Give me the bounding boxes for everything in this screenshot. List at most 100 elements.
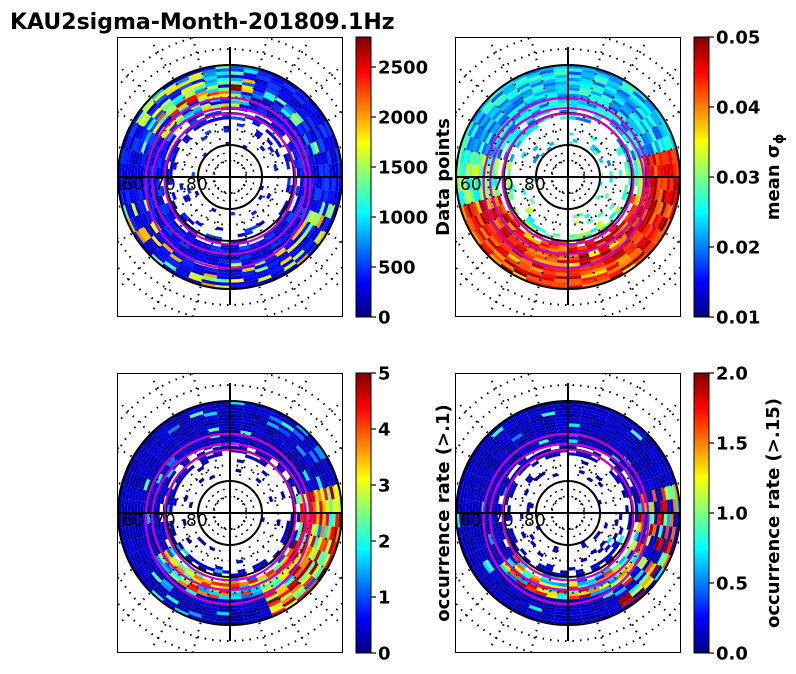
heatmap-cell [173,113,184,123]
heatmap-cell [654,444,665,459]
heatmap-cell [651,446,663,461]
mlt-line-dotted [245,145,343,174]
heatmap-cell [633,233,645,245]
heatmap-cell [580,78,594,85]
heatmap-cell [288,115,299,127]
heatmap-cell [240,94,252,100]
heatmap-cell [511,96,524,106]
heatmap-cell [157,431,170,443]
heatmap-cell [259,145,266,152]
heatmap-cell [469,189,476,203]
heatmap-cell [473,446,485,461]
heatmap-cell [507,161,513,170]
heatmap-cell [644,452,654,465]
heatmap-cell [530,417,544,425]
heatmap-cell [478,501,483,513]
heatmap-cell [138,213,147,227]
heatmap-cell [129,122,139,137]
heatmap-cell [539,615,555,621]
heatmap-cell [511,432,524,442]
heatmap-cell [613,465,622,475]
heatmap-cell [294,251,307,264]
heatmap-cell [593,571,604,579]
heatmap-cell [146,438,158,451]
heatmap-cell [315,550,325,565]
heatmap-cell [580,266,593,273]
heatmap-cell [242,78,256,85]
heatmap-cell [173,482,181,491]
heatmap-cell [169,253,182,263]
heatmap-cell [534,568,544,576]
heatmap-cell [302,575,314,588]
heatmap-cell [537,226,546,234]
heatmap-cell [141,579,154,593]
heatmap-cell [275,139,283,149]
heatmap-cell [579,260,592,266]
heatmap-cell [169,177,173,185]
heatmap-cell [157,157,162,168]
heatmap-cell [638,573,650,586]
heatmap-cell [545,91,558,97]
heatmap-cell [489,106,501,119]
mlt-line-dotted [458,67,558,167]
heatmap-cell [579,424,592,430]
heatmap-cell [578,91,591,97]
heatmap-cell [472,189,479,202]
heatmap-cell [494,231,505,243]
heatmap-cell [191,576,202,584]
heatmap-cell [509,250,522,261]
heatmap-cell [201,578,212,585]
heatmap-cell [267,262,282,272]
heatmap-cell [290,583,303,595]
heatmap-cell [168,488,174,498]
heatmap-cell [633,148,640,159]
heatmap-cell [475,152,482,166]
heatmap-cell [491,513,496,524]
heatmap-cell [493,554,502,566]
heatmap-cell [532,423,545,431]
colorbar-tick-label: 0.5 [716,574,748,595]
heatmap-cell [141,548,150,561]
mlt-line-dotted [455,184,555,244]
heatmap-cell [210,245,221,250]
heatmap-cell [124,513,129,527]
heatmap-cell [543,417,556,424]
heatmap-cell [313,188,319,201]
heatmap-cell [324,218,334,233]
heatmap-cell [590,426,603,434]
heatmap-cell [274,116,285,125]
heatmap-cell [653,501,658,513]
heatmap-cell [665,540,674,555]
heatmap-cell [459,470,468,485]
heatmap-cell [539,279,555,285]
heatmap-cell [206,118,216,124]
heatmap-cell [517,240,528,250]
heatmap-cell [479,579,492,593]
heatmap-cell [318,460,328,474]
heatmap-cell [557,100,568,105]
heatmap-cell [521,91,534,100]
heatmap-cell [180,457,190,466]
heatmap-cell [495,157,500,168]
heatmap-cell [160,494,166,505]
heatmap-cell [506,571,518,582]
heatmap-cell [513,76,528,86]
heatmap-cell [663,189,670,204]
heatmap-cell [555,77,568,82]
heatmap-cell [634,589,648,602]
heatmap-cell [608,470,617,478]
heatmap-cell [118,191,125,206]
heatmap-cell [647,199,655,212]
heatmap-cell [180,260,194,269]
heatmap-cell [262,454,271,463]
heatmap-cell [206,596,219,602]
heatmap-cell [568,426,580,431]
heatmap-cell [174,138,182,147]
heatmap-cell [608,576,619,586]
heatmap-cell [469,137,477,152]
heatmap-cell [318,164,323,177]
heatmap-cell [665,471,674,486]
heatmap-cell [633,569,645,581]
heatmap-cell [131,151,138,165]
heatmap-cell [144,452,154,465]
